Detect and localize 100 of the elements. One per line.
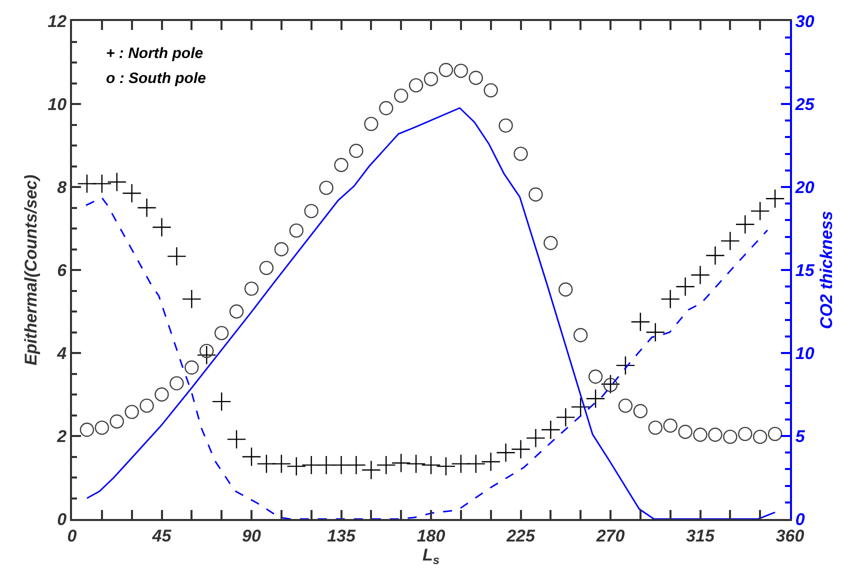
point bbox=[110, 414, 124, 429]
point bbox=[272, 454, 292, 474]
point bbox=[600, 374, 620, 394]
point bbox=[735, 214, 755, 234]
point bbox=[663, 418, 678, 433]
x-tick-label: 180 bbox=[416, 526, 446, 546]
x-tick-label: 135 bbox=[327, 526, 356, 546]
point bbox=[349, 144, 364, 158]
point bbox=[424, 72, 438, 86]
point bbox=[214, 326, 229, 340]
point bbox=[765, 188, 785, 208]
point bbox=[152, 218, 172, 237]
point bbox=[618, 398, 633, 413]
y2-tick-label: 25 bbox=[794, 94, 815, 114]
point bbox=[376, 455, 396, 475]
point bbox=[676, 276, 695, 296]
point bbox=[588, 370, 603, 384]
point bbox=[454, 64, 468, 78]
x-tick-label: 270 bbox=[595, 526, 626, 546]
point bbox=[438, 62, 454, 78]
point bbox=[708, 428, 722, 442]
point bbox=[646, 322, 666, 342]
y2-tick-label: 20 bbox=[794, 178, 815, 197]
point bbox=[212, 392, 232, 412]
point bbox=[706, 246, 725, 266]
point bbox=[528, 187, 543, 202]
point bbox=[259, 260, 274, 276]
x-tick-label: 225 bbox=[506, 526, 536, 546]
point bbox=[289, 223, 304, 238]
x-tick-label: 45 bbox=[151, 526, 172, 546]
annotation: o : South pole bbox=[106, 70, 206, 87]
point bbox=[481, 452, 501, 472]
y-tick-label: 4 bbox=[56, 344, 68, 363]
point bbox=[616, 356, 636, 376]
point bbox=[182, 289, 202, 309]
point bbox=[196, 345, 216, 365]
point bbox=[394, 88, 408, 103]
point bbox=[242, 447, 262, 466]
point bbox=[544, 236, 558, 250]
point bbox=[496, 442, 516, 462]
point bbox=[514, 146, 528, 161]
y-tick-label: 0 bbox=[57, 510, 68, 529]
point bbox=[391, 453, 411, 473]
point bbox=[660, 289, 680, 309]
point bbox=[526, 428, 546, 448]
point bbox=[603, 378, 618, 392]
point bbox=[406, 454, 426, 474]
point bbox=[334, 158, 348, 172]
y-tick-label: 8 bbox=[57, 178, 68, 197]
point bbox=[94, 420, 110, 435]
point bbox=[226, 430, 246, 450]
point bbox=[140, 398, 154, 413]
point bbox=[274, 242, 289, 256]
point bbox=[200, 344, 214, 358]
x-tick-label: 90 bbox=[242, 526, 262, 546]
annotation: + : North pole bbox=[106, 45, 204, 62]
point bbox=[570, 397, 590, 417]
point bbox=[752, 430, 768, 444]
point bbox=[720, 231, 740, 251]
point bbox=[768, 426, 782, 442]
point bbox=[421, 455, 441, 475]
point bbox=[436, 456, 456, 476]
y-tick-label: 12 bbox=[48, 12, 68, 31]
point bbox=[511, 440, 530, 459]
point bbox=[630, 312, 650, 332]
y2-tick-label: 15 bbox=[795, 260, 815, 280]
point bbox=[633, 404, 648, 418]
point bbox=[286, 456, 306, 476]
point bbox=[408, 78, 424, 92]
point bbox=[361, 460, 381, 480]
point bbox=[122, 184, 142, 203]
point bbox=[558, 282, 573, 297]
y-tick-label: 2 bbox=[56, 426, 68, 446]
point bbox=[92, 174, 112, 194]
y-axis-title: Epithermal(Counts/sec) bbox=[22, 174, 41, 366]
point bbox=[498, 118, 513, 133]
point bbox=[693, 428, 708, 442]
point bbox=[573, 328, 588, 342]
y-tick-label: 6 bbox=[57, 260, 68, 280]
point bbox=[229, 304, 244, 319]
point bbox=[304, 204, 318, 218]
y2-tick-label: 30 bbox=[795, 12, 815, 31]
point bbox=[540, 420, 560, 440]
point bbox=[466, 454, 486, 474]
y2-tick-label: 5 bbox=[795, 426, 806, 446]
point bbox=[364, 116, 378, 132]
point bbox=[648, 420, 662, 435]
point bbox=[154, 387, 169, 402]
point bbox=[690, 265, 710, 285]
point bbox=[738, 426, 752, 442]
point bbox=[723, 430, 738, 444]
point bbox=[184, 360, 199, 375]
point bbox=[107, 172, 127, 192]
y-tick-label: 10 bbox=[48, 94, 68, 114]
y2-tick-label: 0 bbox=[795, 510, 806, 529]
point bbox=[244, 282, 259, 296]
point bbox=[170, 376, 184, 390]
x-axis-title: L$_{s}$ bbox=[422, 545, 440, 567]
point bbox=[346, 455, 366, 475]
y2-tick-label: 10 bbox=[795, 344, 815, 363]
